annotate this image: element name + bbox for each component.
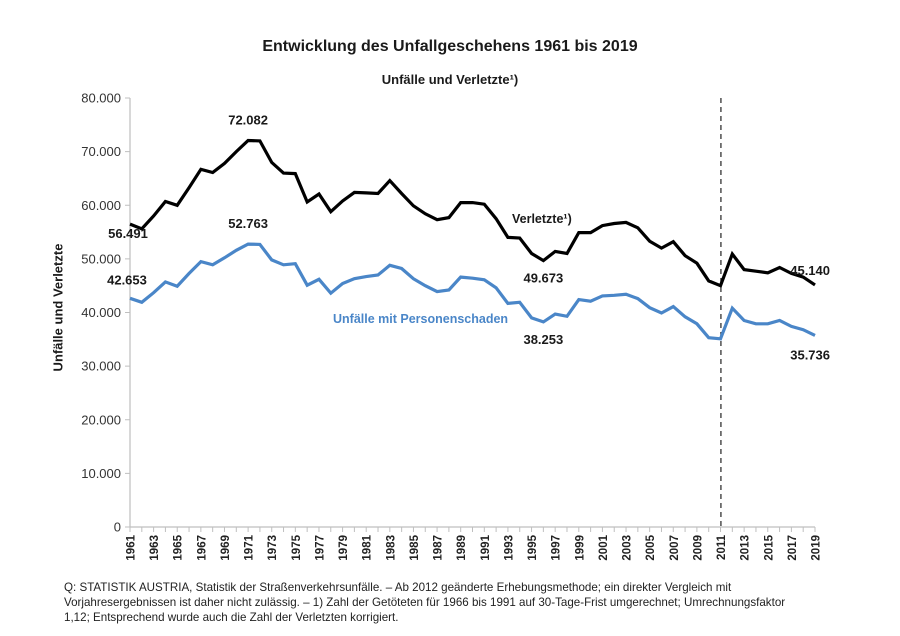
x-tick-label: 1983 <box>385 535 397 561</box>
x-tick-label: 1965 <box>173 534 185 560</box>
x-tick-label: 2009 <box>692 535 704 561</box>
x-tick-label: 2015 <box>763 534 775 560</box>
source-footnote: Q: STATISTIK AUSTRIA, Statistik der Stra… <box>64 580 844 625</box>
x-tick-label: 2007 <box>669 535 681 561</box>
x-tick-label: 1969 <box>220 535 232 561</box>
x-tick-label: 2003 <box>622 535 634 561</box>
x-tick-label: 1995 <box>527 534 539 560</box>
data-label: 35.736 <box>790 347 830 362</box>
data-label: 42.653 <box>107 272 147 287</box>
y-tick-label: 50.000 <box>81 251 121 266</box>
x-tick-label: 1971 <box>244 534 256 560</box>
series-label: Verletzte¹) <box>512 212 572 226</box>
y-tick-label: 10.000 <box>81 466 121 481</box>
x-tick-label: 1961 <box>126 534 138 560</box>
x-tick-label: 1991 <box>480 534 492 560</box>
y-tick-label: 80.000 <box>81 91 121 106</box>
x-tick-label: 2013 <box>740 535 752 561</box>
y-tick-label: 20.000 <box>81 412 121 427</box>
series-line-verletzte <box>129 138 816 288</box>
x-tick-label: 1975 <box>291 534 303 560</box>
data-label: 49.673 <box>523 271 563 286</box>
data-label: 45.140 <box>790 263 830 278</box>
y-tick-label: 0 <box>114 520 121 535</box>
x-tick-label: 1989 <box>456 535 468 561</box>
x-tick-label: 2011 <box>716 534 728 560</box>
y-tick-label: 30.000 <box>81 359 121 374</box>
data-label: 56.491 <box>108 226 148 241</box>
data-label: 38.253 <box>523 332 563 347</box>
y-tick-label: 70.000 <box>81 144 121 159</box>
x-tick-label: 1981 <box>362 534 374 560</box>
x-tick-label: 1973 <box>267 535 279 561</box>
x-tick-label: 1963 <box>149 535 161 561</box>
y-axis-label: Unfälle und Verletzte <box>50 243 66 372</box>
x-tick-label: 1985 <box>409 534 421 560</box>
x-tick-label: 1979 <box>338 535 350 561</box>
data-label: 72.082 <box>228 112 268 127</box>
series-label: Unfälle mit Personenschaden <box>333 312 508 326</box>
y-tick-label: 60.000 <box>81 198 121 213</box>
x-tick-label: 1993 <box>503 535 515 561</box>
x-tick-label: 2019 <box>811 535 823 561</box>
chart-subtitle: Unfälle und Verletzte¹) <box>381 72 519 87</box>
data-label: 52.763 <box>228 216 268 231</box>
footnote-line-3: 1,12; Entsprechend wurde auch die Zahl d… <box>64 611 399 624</box>
y-tick-label: 40.000 <box>81 305 121 320</box>
x-tick-label: 1987 <box>433 535 445 561</box>
x-tick-label: 1967 <box>196 535 208 561</box>
x-tick-label: 1977 <box>314 535 326 561</box>
footnote-line-1: Q: STATISTIK AUSTRIA, Statistik der Stra… <box>64 581 732 594</box>
x-tick-label: 2017 <box>787 535 799 561</box>
series-line-unfaelle <box>129 242 816 341</box>
x-tick-label: 2001 <box>598 534 610 560</box>
footnote-line-2: Vorjahresergebnissen ist daher nicht zul… <box>64 596 786 609</box>
x-tick-label: 2005 <box>645 534 657 560</box>
chart-title: Entwicklung des Unfallgeschehens 1961 bi… <box>262 38 638 55</box>
x-tick-label: 1997 <box>551 535 563 561</box>
x-tick-label: 1999 <box>574 535 586 561</box>
